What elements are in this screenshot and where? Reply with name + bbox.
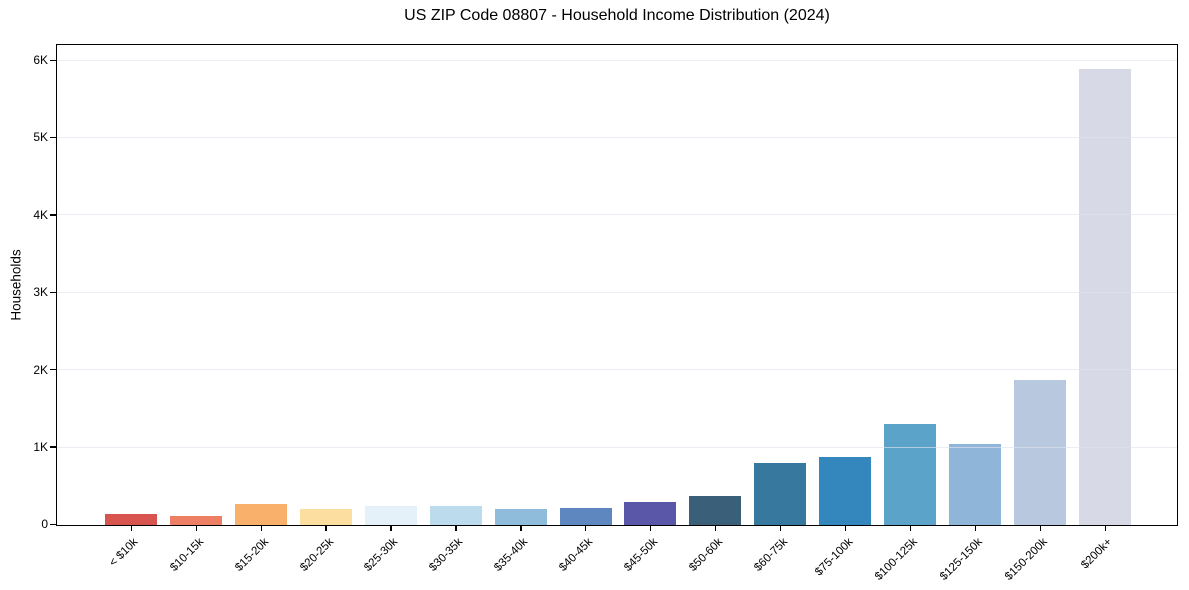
x-tick-mark	[130, 526, 132, 531]
gridline-4000	[57, 214, 1177, 216]
x-tick-mark	[909, 526, 912, 531]
y-tick-label: 2K	[33, 362, 48, 377]
y-tick-mark	[50, 291, 56, 293]
bar-$30-35k	[429, 505, 482, 525]
x-tick-label: $60-75k	[752, 536, 791, 574]
y-tick-label: 1K	[33, 439, 48, 454]
x-tick-mark	[325, 526, 327, 531]
x-tick-mark	[455, 526, 457, 531]
y-tick-label: 0	[41, 517, 48, 532]
x-tick-mark	[650, 526, 652, 531]
y-tick-mark	[50, 446, 56, 448]
bar-$150-200k	[1014, 380, 1067, 525]
x-tick-mark	[1104, 526, 1106, 531]
bar-$45-50k	[624, 501, 677, 525]
y-tick-mark	[50, 214, 56, 216]
x-tick-mark	[585, 526, 587, 531]
plot-area	[56, 44, 1178, 526]
y-tick-mark	[50, 369, 56, 371]
bar-$100-125k	[884, 424, 937, 525]
x-tick-mark	[974, 526, 977, 531]
bar-$75-100k	[819, 456, 872, 525]
gridline-1000	[57, 446, 1177, 448]
y-tick-label: 6K	[33, 53, 48, 67]
gridline-5000	[57, 137, 1177, 139]
x-tick-label: $40-45k	[557, 536, 596, 574]
x-tick-mark	[1039, 526, 1041, 531]
x-tick-label: $45-50k	[622, 536, 661, 574]
bar-$40-45k	[559, 507, 612, 525]
x-tick-mark	[520, 526, 522, 531]
x-tick-mark	[195, 526, 197, 531]
x-tick-label: $200k+	[1079, 536, 1115, 572]
y-tick-label: 4K	[33, 207, 48, 222]
gridline-6000	[57, 59, 1177, 61]
x-tick-label: $150-200k	[1002, 536, 1050, 583]
gridline-2000	[57, 369, 1177, 371]
x-tick-label: $20-25k	[297, 536, 336, 574]
y-tick-label: 3K	[33, 285, 48, 300]
bar-$15-20k	[234, 504, 287, 525]
bar-$125-150k	[949, 443, 1002, 525]
bar-$20-25k	[299, 509, 352, 525]
bar-$35-40k	[494, 509, 547, 525]
x-tick-label: $50-60k	[687, 536, 726, 574]
chart-title: US ZIP Code 08807 - Household Income Dis…	[404, 7, 830, 24]
x-tick-label: $125-150k	[937, 536, 985, 583]
bar-$60-75k	[754, 463, 807, 525]
y-tick-label: 5K	[33, 130, 48, 145]
x-tick-mark	[390, 526, 392, 531]
gridline-3000	[57, 291, 1177, 293]
x-tick-label: $100-125k	[873, 536, 920, 583]
bar-$50-60k	[689, 495, 742, 525]
x-tick-label: $30-35k	[427, 536, 466, 574]
x-tick-label: < $10k	[107, 536, 141, 570]
bar-< $10k	[105, 514, 157, 525]
y-tick-mark	[50, 523, 56, 526]
x-tick-label: $35-40k	[492, 536, 531, 574]
x-tick-label: $15-20k	[232, 536, 271, 574]
x-tick-label: $10-15k	[167, 536, 206, 574]
x-tick-mark	[779, 526, 782, 531]
x-tick-mark	[844, 526, 847, 531]
bar-$10-15k	[169, 516, 222, 525]
x-tick-mark	[260, 526, 262, 531]
bar-$25-30k	[364, 506, 417, 525]
x-tick-mark	[715, 526, 717, 531]
x-tick-label: $75-100k	[812, 536, 856, 579]
x-tick-label: $25-30k	[362, 536, 401, 574]
bar-$200k+	[1078, 69, 1131, 525]
y-tick-mark	[50, 136, 56, 139]
y-tick-mark	[50, 59, 56, 61]
